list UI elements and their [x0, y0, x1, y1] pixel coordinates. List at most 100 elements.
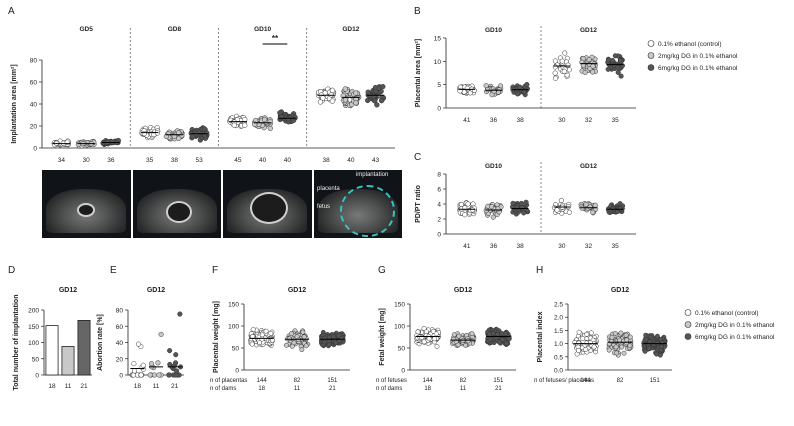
panel-b-point: [552, 58, 558, 64]
panel-c-point: [558, 197, 564, 203]
panel-f-point: [268, 330, 274, 336]
panel-a-point: [378, 98, 385, 104]
panel-g-point: [419, 334, 425, 340]
panel-f-ytick-label: 50: [232, 346, 240, 353]
panel-h-ytick-label: 2.0: [554, 315, 563, 322]
panel-c-n-label: 38: [516, 243, 524, 250]
panel-a-ytick-label: 60: [30, 80, 38, 87]
panel-b-point: [614, 65, 620, 71]
panel-h-point: [576, 340, 582, 346]
panel-b-point: [582, 69, 588, 76]
panel-a-n-label: 45: [234, 157, 242, 164]
panel-e-ylabel: Abortion rate [%]: [97, 314, 104, 371]
panel-e-point: [131, 361, 137, 367]
panel-a-point: [329, 87, 336, 94]
panel-letter-h: H: [536, 265, 543, 276]
panel-f-ylabel: Placental weight [mg]: [213, 301, 220, 373]
legend-swatch: [647, 52, 655, 59]
panel-b-point: [461, 89, 467, 95]
panel-a-point: [320, 95, 326, 101]
panel-d-bar: [45, 325, 59, 376]
panel-f-footer-value: 82: [294, 378, 301, 384]
panel-e-ytick-label: 40: [116, 340, 124, 347]
panel-f-point: [263, 328, 269, 334]
panel-h-point: [614, 350, 620, 356]
panel-a-point: [176, 135, 182, 142]
panel-g-point: [487, 331, 493, 337]
panel-g-footer-value: 18: [424, 386, 431, 392]
panel-e-category-label: 11: [153, 383, 160, 390]
legend-swatch: [647, 40, 655, 47]
panel-f-footer-value: 144: [257, 378, 268, 384]
panel-h-footer-value: 82: [617, 378, 624, 384]
panel-e-ytick-label: 0: [119, 373, 123, 380]
panel-e-point: [158, 331, 164, 337]
panel-c-ytick-label: 2: [437, 217, 441, 224]
panel-letter-g: G: [378, 265, 386, 276]
panel-b-n-label: 32: [585, 117, 593, 124]
panel-e-point: [167, 361, 173, 367]
panel-c-ylabel: PD/PT ratio: [415, 185, 422, 223]
panel-b-point: [561, 68, 567, 74]
panel-g-point: [421, 339, 427, 345]
panel-c-point: [617, 205, 623, 212]
panel-b-ytick-label: 0: [437, 106, 441, 113]
panel-g-point: [430, 328, 436, 334]
panel-f-ytick-label: 150: [228, 302, 239, 309]
panel-letter-d: D: [8, 265, 15, 276]
panel-e-point: [147, 372, 153, 378]
panel-h-point: [618, 330, 624, 336]
panel-h-point: [609, 334, 615, 340]
panel-g-point: [487, 336, 493, 342]
panel-b-point: [559, 58, 565, 64]
panel-e-point: [138, 372, 144, 378]
panel-a-point: [267, 119, 273, 125]
panel-c-ytick-label: 0: [437, 232, 441, 239]
panel-h-point: [609, 338, 615, 344]
panel-a-point: [317, 99, 324, 105]
panel-f-point: [300, 329, 306, 335]
panel-b-point: [524, 81, 530, 88]
panel-c-point: [566, 209, 572, 215]
panel-h-title: GD12: [611, 287, 629, 294]
panel-c-point: [518, 200, 524, 207]
panel-g-point: [463, 342, 468, 348]
panel-h-point: [576, 348, 582, 353]
panel-b-point: [590, 63, 596, 69]
panel-b-n-label: 36: [490, 117, 498, 124]
panel-h-point: [588, 330, 594, 336]
panel-f-point: [303, 343, 309, 349]
panel-d-bar: [77, 319, 91, 376]
panel-d-ytick-label: 50: [32, 356, 40, 363]
panel-a-ytick-label: 20: [30, 124, 38, 131]
panel-h-point: [659, 344, 664, 350]
panel-a-n-label: 30: [83, 157, 91, 164]
panel-e-ytick-label: 20: [116, 356, 124, 363]
panel-e-point: [167, 348, 173, 354]
panel-h-ytick-label: 1.5: [554, 328, 563, 335]
panel-a-point: [353, 100, 359, 106]
panel-h-point: [657, 352, 663, 358]
panel-g-point: [426, 336, 432, 342]
panel-a-point: [277, 110, 283, 116]
panel-b-point: [605, 57, 612, 63]
panel-e-point: [173, 352, 179, 358]
panel-h-footer-label: n of fetuses/ placentas: [534, 378, 594, 384]
panel-g-point: [503, 340, 509, 346]
panel-c-ytick-label: 8: [437, 172, 441, 179]
panel-a-point: [365, 89, 371, 95]
panel-g-footer-value: 82: [460, 378, 467, 384]
panel-c-point: [510, 200, 516, 206]
panel-b-point: [590, 69, 596, 75]
panel-g-footer-label: n of dams: [376, 386, 402, 392]
panel-a-point: [278, 114, 285, 120]
panel-a-point: [374, 102, 380, 108]
panel-f-point: [249, 341, 255, 347]
panel-e-point: [166, 372, 172, 378]
panel-c-n-label: 35: [611, 243, 619, 250]
panel-d-bar: [61, 345, 75, 376]
panel-b-ytick-label: 10: [434, 59, 442, 66]
panel-b-point: [580, 62, 586, 68]
panel-g-point: [434, 344, 440, 349]
